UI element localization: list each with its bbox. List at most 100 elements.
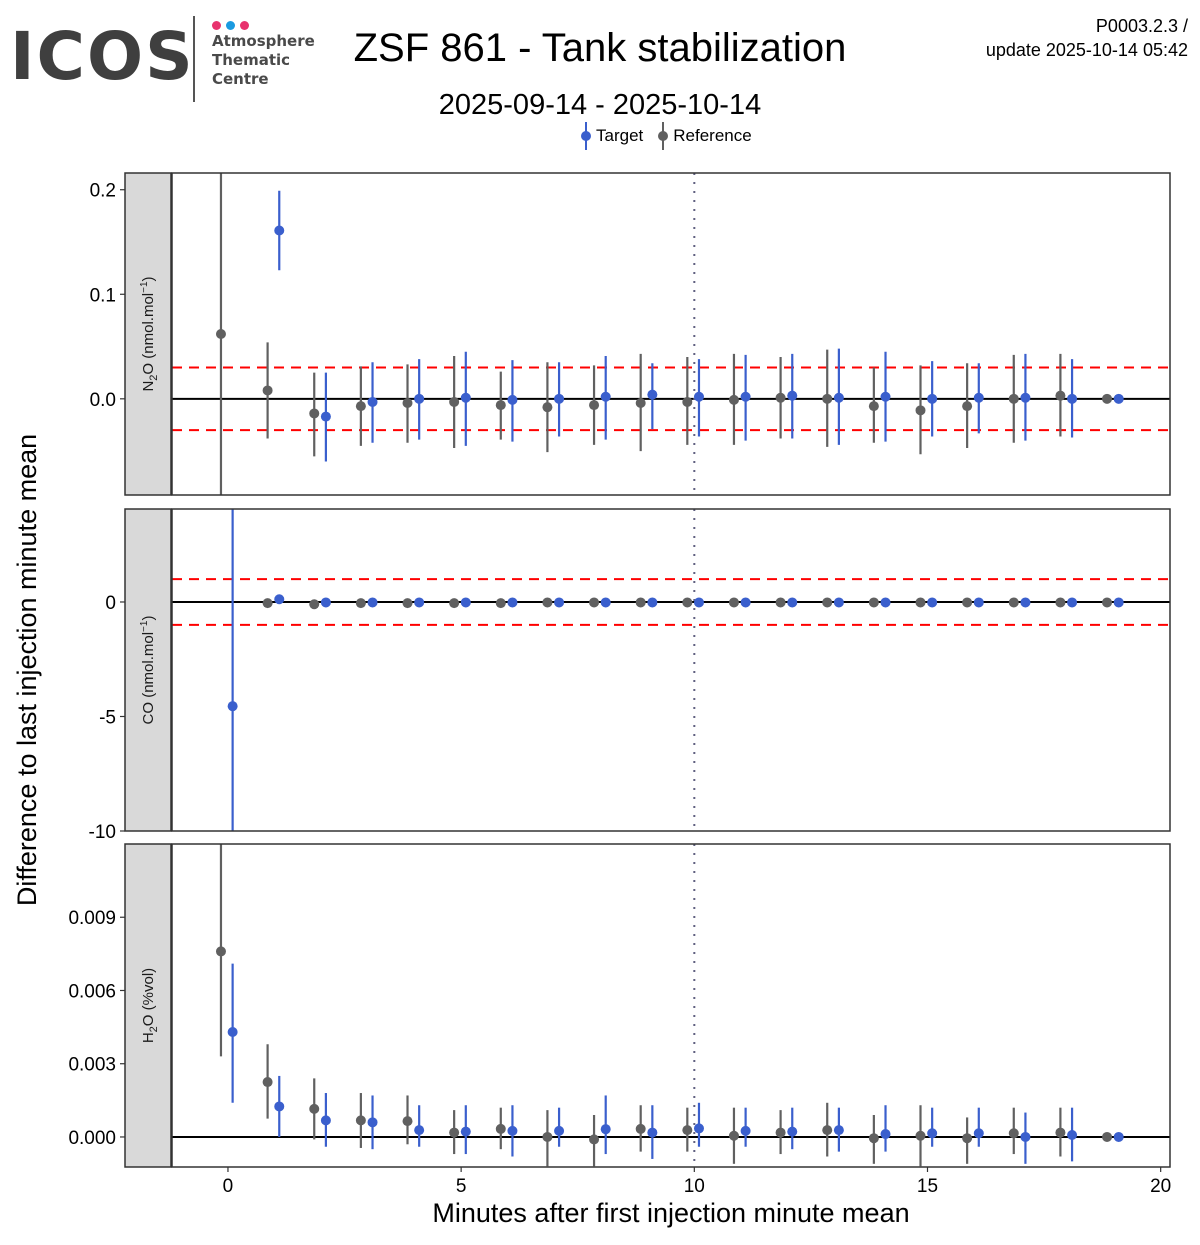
target-point <box>367 597 378 608</box>
reference-point <box>1008 1128 1019 1139</box>
y-axis-label: Difference to last injection minute mean <box>12 434 42 906</box>
x-axis-label: Minutes after first injection minute mea… <box>432 1198 909 1228</box>
target-point <box>927 393 938 404</box>
target-point <box>880 391 891 402</box>
target-point <box>787 597 798 608</box>
reference-point <box>915 405 926 416</box>
reference-point <box>682 1125 693 1136</box>
reference-point <box>1055 1127 1066 1138</box>
reference-point <box>1055 390 1066 401</box>
reference-point <box>309 408 320 419</box>
target-point <box>367 1117 378 1128</box>
reference-point <box>962 401 973 412</box>
reference-point <box>542 402 553 413</box>
facet-strip-label: N2O (nmol.mol−1) <box>139 276 160 391</box>
target-point <box>1020 1131 1031 1142</box>
target-point <box>320 1115 331 1126</box>
target-point <box>693 597 704 608</box>
reference-point <box>402 1116 413 1127</box>
logo-dot <box>212 21 221 30</box>
reference-point <box>542 1131 553 1142</box>
target-point <box>320 597 331 608</box>
facet-strip-label: CO (nmol.mol−1) <box>139 616 157 725</box>
reference-point <box>822 393 833 404</box>
target-point <box>973 1128 984 1139</box>
y-tick-label: 0.2 <box>90 181 116 202</box>
reference-point <box>962 597 973 608</box>
target-point <box>740 391 751 402</box>
panel-border <box>171 508 1171 832</box>
target-point <box>833 1125 844 1136</box>
target-point <box>600 597 611 608</box>
icos-logo: ICOS Atmosphere Thematic Centre <box>10 14 330 106</box>
legend-label: Target <box>596 126 644 145</box>
reference-point <box>542 597 553 608</box>
reference-point <box>635 398 646 408</box>
chart-title: ZSF 861 - Tank stabilization <box>353 26 847 70</box>
target-point <box>600 1124 611 1135</box>
panel-background <box>172 844 1170 1167</box>
reference-point <box>1008 393 1019 404</box>
target-point <box>274 594 285 605</box>
logo-wordmark: ICOS <box>10 18 195 95</box>
target-point <box>927 1128 938 1139</box>
x-tick-label: 5 <box>456 1176 467 1197</box>
reference-point <box>868 401 879 412</box>
reference-point <box>635 597 646 608</box>
target-point <box>1067 1130 1078 1141</box>
panel-background <box>172 509 1170 831</box>
logo-line: Centre <box>212 70 269 88</box>
y-tick-label: 0.009 <box>68 908 116 929</box>
panel-background <box>172 173 1170 495</box>
reference-point <box>868 1133 879 1144</box>
target-point <box>507 394 518 405</box>
reference-point <box>449 598 460 609</box>
target-point <box>973 392 984 403</box>
facet-strip <box>124 172 172 496</box>
reference-point <box>822 597 833 608</box>
facet-strip <box>124 843 172 1168</box>
reference-point <box>775 392 786 403</box>
reference-point <box>495 400 506 411</box>
reference-point <box>728 394 739 405</box>
target-point <box>1020 597 1031 608</box>
legend: Target Reference <box>576 122 762 150</box>
y-tick-label: 0.003 <box>68 1055 116 1076</box>
y-tick-label: 0.1 <box>90 285 116 306</box>
report-meta: P0003.2.3 / update 2025-10-14 05:42 <box>986 14 1188 62</box>
reference-point <box>402 398 413 408</box>
target-point <box>554 597 565 608</box>
x-tick-label: 20 <box>1150 1176 1171 1197</box>
logo-line: Atmosphere <box>212 32 315 50</box>
reference-point <box>682 396 693 407</box>
logo-dot <box>226 21 235 30</box>
target-point <box>507 1125 518 1136</box>
reference-point <box>1055 597 1066 608</box>
facet-strip-label: H2O (%vol) <box>140 968 160 1043</box>
reference-point <box>775 1127 786 1138</box>
reference-point <box>449 1127 460 1138</box>
reference-point <box>1008 597 1019 608</box>
target-point <box>787 390 798 401</box>
target-pointrange-icon <box>576 122 596 150</box>
reference-point <box>868 597 879 608</box>
facet-strip <box>124 508 172 832</box>
reference-point <box>309 1103 320 1114</box>
target-point <box>320 411 331 422</box>
target-point <box>1113 597 1124 608</box>
y-tick-label: 0 <box>105 593 116 614</box>
x-tick-label: 15 <box>917 1176 938 1197</box>
target-point <box>367 396 378 407</box>
reference-point <box>589 1134 600 1145</box>
target-point <box>647 389 658 400</box>
legend-item-target: Target <box>576 122 643 150</box>
panel-border <box>171 843 1171 1168</box>
reference-point <box>728 597 739 608</box>
reference-point <box>1102 597 1113 608</box>
target-point <box>460 392 471 403</box>
reference-point <box>635 1123 646 1134</box>
reference-pointrange-icon <box>653 122 673 150</box>
reference-point <box>355 1115 366 1126</box>
reference-point <box>309 599 320 610</box>
